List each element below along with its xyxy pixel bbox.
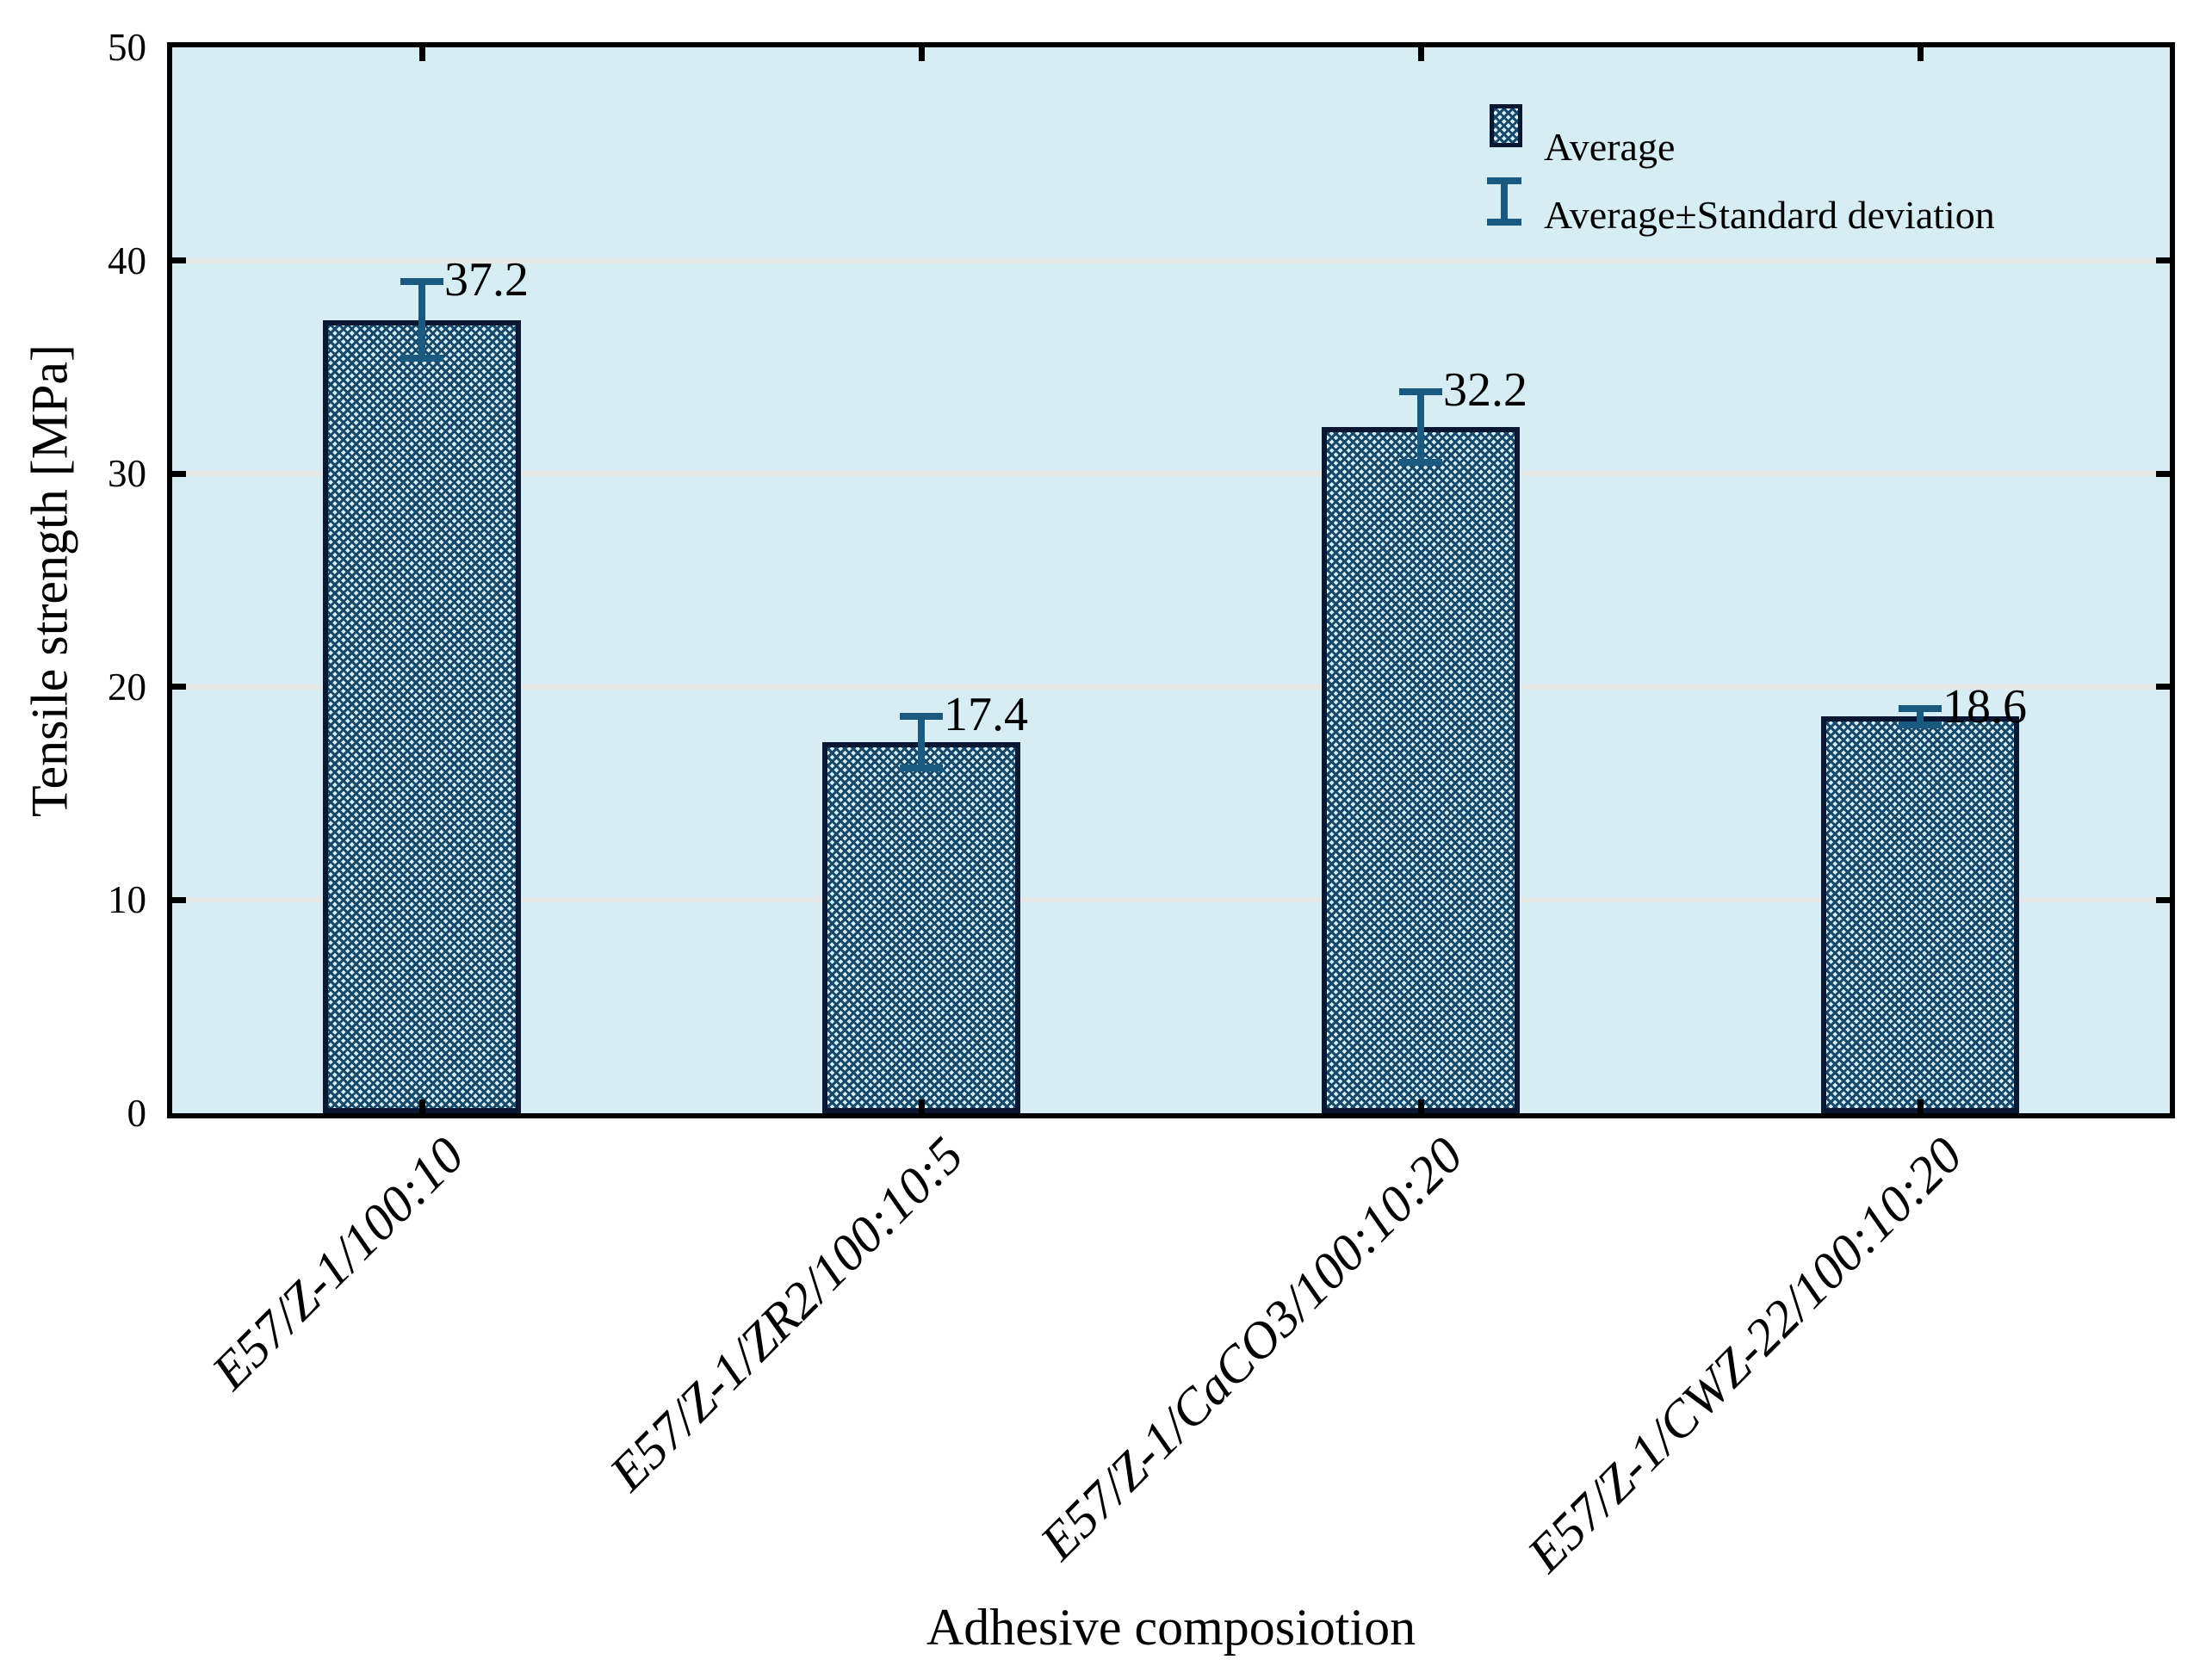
- bar-value-label: 32.2: [1443, 362, 1527, 417]
- legend-average-swatch-icon: [1490, 104, 1522, 147]
- x-tick-mark-top: [1917, 47, 1924, 61]
- y-axis-title: Tensile strength [MPa]: [21, 344, 78, 817]
- error-bar-top-cap: [400, 278, 443, 286]
- plot-layer: 0 10 20 30 40 50 37.2 E57/Z-1/100:10 17.4 E57/Z-1…: [108, 26, 2170, 1582]
- x-tick-mark-top: [1417, 47, 1424, 61]
- error-bar-top-cap: [900, 713, 943, 721]
- y-axis-tick-label: 30: [108, 452, 146, 496]
- gridline-20: [172, 684, 2170, 690]
- x-tick-mark-top: [918, 47, 925, 61]
- bar-value-label: 17.4: [944, 688, 1028, 742]
- y-tick-mark-left: [172, 896, 186, 903]
- y-tick-mark-right: [2156, 896, 2170, 903]
- category-label: E57/Z-1/CWZ-22/100:10:20: [1516, 1126, 1973, 1583]
- y-axis-tick-label: 50: [108, 26, 146, 69]
- x-tick-mark-top: [418, 47, 425, 61]
- gridline-40: [172, 257, 2170, 263]
- error-bar-bottom-cap: [1399, 458, 1442, 466]
- error-bar-stem: [1917, 708, 1924, 726]
- gridline-30: [172, 471, 2170, 477]
- y-axis-tick-label: 10: [108, 878, 146, 922]
- y-tick-mark-right: [2156, 470, 2170, 477]
- bar-1: [323, 319, 521, 1113]
- legend-average-label: Average: [1544, 125, 1676, 169]
- y-tick-mark-left: [172, 257, 186, 264]
- y-tick-mark-right: [2156, 257, 2170, 264]
- category-label: E57/Z-1/CaCO3/100:10:20: [1029, 1126, 1473, 1571]
- x-tick-mark-bottom: [1417, 1099, 1424, 1113]
- x-tick-mark-bottom: [418, 1099, 425, 1113]
- legend-error-bar-bottom-cap: [1487, 219, 1521, 226]
- error-bar-bottom-cap: [900, 764, 943, 771]
- x-tick-mark-bottom: [1917, 1099, 1924, 1113]
- error-bar-bottom-cap: [400, 355, 443, 362]
- y-tick-mark-left: [172, 470, 186, 477]
- y-tick-mark-right: [2156, 684, 2170, 690]
- bar-3: [1322, 426, 1520, 1113]
- bar-4: [1821, 716, 2019, 1113]
- error-bar-bottom-cap: [1899, 721, 1942, 729]
- error-bar-top-cap: [1399, 387, 1442, 395]
- error-bar-top-cap: [1899, 704, 1942, 712]
- legend-std-deviation-label: Average±Standard deviation: [1544, 193, 1995, 237]
- y-axis-tick-label: 20: [108, 665, 146, 709]
- bar-2: [822, 742, 1020, 1113]
- bar-value-label: 37.2: [444, 253, 529, 307]
- error-bar-stem: [1417, 391, 1424, 462]
- bar-value-label: 18.6: [1942, 679, 2027, 734]
- y-tick-mark-left: [172, 684, 186, 690]
- error-bar-stem: [418, 282, 425, 359]
- y-axis-tick-label: 40: [108, 238, 146, 282]
- y-axis-tick-label: 0: [127, 1092, 147, 1135]
- category-label: E57/Z-1/ZR2/100:10:5: [598, 1126, 974, 1502]
- x-tick-mark-bottom: [918, 1099, 925, 1113]
- x-axis-title: Adhesive composiotion: [926, 1599, 1416, 1656]
- legend-error-bar-stem: [1501, 177, 1508, 226]
- gridline-10: [172, 897, 2170, 903]
- legend-error-bar-icon: [1487, 177, 1521, 226]
- error-bar-stem: [918, 716, 925, 768]
- category-label: E57/Z-1/100:10: [201, 1126, 474, 1401]
